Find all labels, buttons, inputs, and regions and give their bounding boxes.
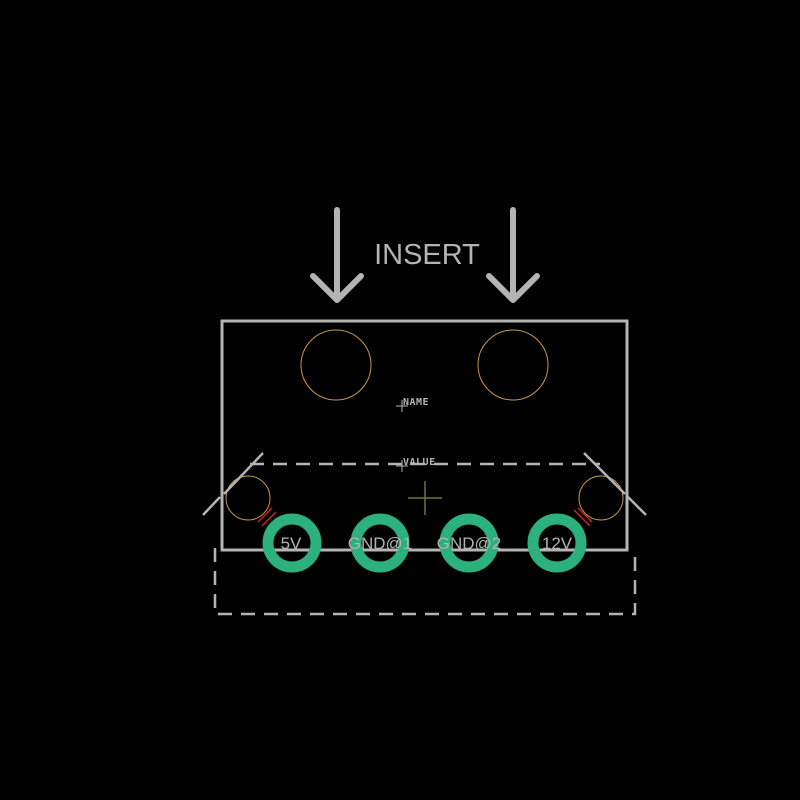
pad-gnd2: GND@2 (437, 513, 502, 573)
keepout-right (573, 507, 593, 527)
insert-arrow-right (486, 207, 540, 303)
pad-label-gnd1: GND@1 (348, 534, 413, 553)
value-origin-marker (396, 460, 408, 472)
value-placeholder: VALUE (403, 457, 436, 468)
name-origin-marker (396, 400, 408, 412)
footprint-origin-cross (408, 481, 442, 515)
latch-hole-left (225, 475, 271, 521)
mounting-hole-left (300, 329, 372, 401)
pad-label-5v: 5V (281, 534, 302, 553)
plug-outline-dashed (213, 462, 637, 616)
insert-label: INSERT (374, 239, 480, 271)
connector-body-outline (220, 319, 629, 552)
keepout-left (257, 507, 277, 527)
latch-hole-right (578, 475, 624, 521)
pad-gnd1: GND@1 (348, 513, 413, 573)
insert-arrow-left (310, 207, 364, 303)
mounting-hole-right (477, 329, 549, 401)
name-placeholder: NAME (403, 397, 429, 408)
pad-5v: 5V (262, 513, 322, 573)
pad-label-gnd2: GND@2 (437, 534, 502, 553)
plug-latch-lines (202, 452, 647, 516)
pad-label-12v: 12V (542, 534, 573, 553)
pad-12v: 12V (527, 513, 587, 573)
